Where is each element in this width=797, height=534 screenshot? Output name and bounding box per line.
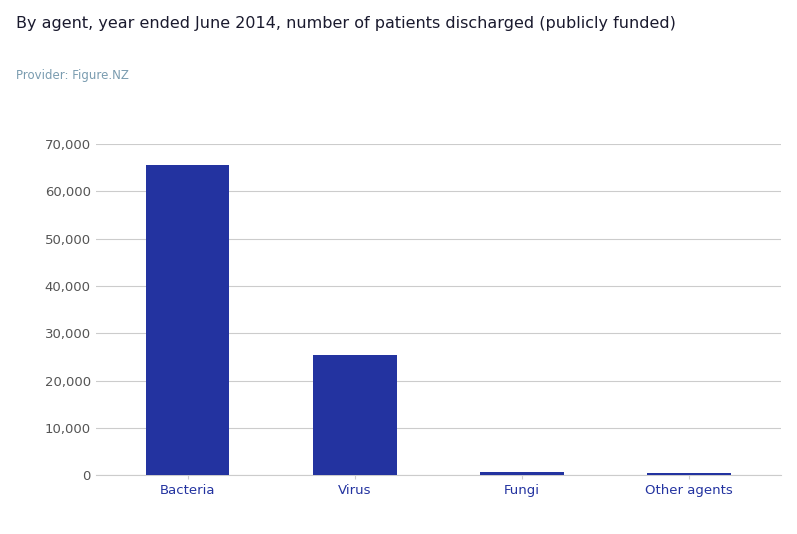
Bar xyxy=(313,355,397,475)
Text: By agent, year ended June 2014, number of patients discharged (publicly funded): By agent, year ended June 2014, number o… xyxy=(16,16,676,31)
Bar xyxy=(146,166,230,475)
Text: Provider: Figure.NZ: Provider: Figure.NZ xyxy=(16,69,129,82)
Bar xyxy=(647,473,731,475)
Bar xyxy=(480,472,563,475)
